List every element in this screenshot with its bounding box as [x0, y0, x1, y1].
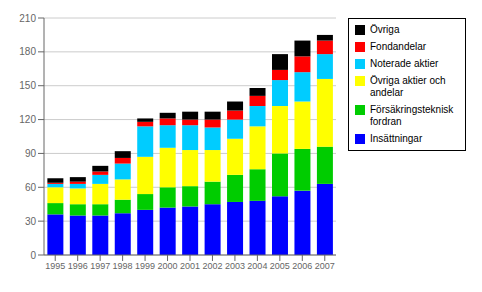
html-text:Övriga: Övriga	[370, 24, 400, 35]
svg-text:30: 30	[25, 216, 37, 227]
svg-text:150: 150	[19, 80, 36, 91]
svg-text:0: 0	[30, 250, 36, 261]
svg-text:1996: 1996	[68, 261, 88, 271]
svg-text:1997: 1997	[90, 261, 110, 271]
html-text:Fondandelar: Fondandelar	[370, 41, 427, 52]
svg-text:2001: 2001	[180, 261, 200, 271]
svg-text:2007: 2007	[315, 261, 335, 271]
svg-text:2000: 2000	[158, 261, 178, 271]
html-text:Övriga aktier och andelar: Övriga aktier och andelar	[370, 75, 446, 98]
svg-text:2002: 2002	[202, 261, 222, 271]
svg-text:1998: 1998	[113, 261, 133, 271]
svg-text:90: 90	[25, 148, 37, 159]
svg-text:210: 210	[19, 13, 36, 24]
svg-text:2003: 2003	[225, 261, 245, 271]
svg-text:2004: 2004	[247, 261, 267, 271]
html-text:Försäkringsteknisk fordran: Försäkringsteknisk fordran	[370, 104, 454, 127]
svg-text:180: 180	[19, 46, 36, 57]
svg-text:1995: 1995	[45, 261, 65, 271]
svg-text:2006: 2006	[292, 261, 312, 271]
svg-text:2005: 2005	[270, 261, 290, 271]
svg-text:120: 120	[19, 114, 36, 125]
html-text:Noterade aktier: Noterade aktier	[370, 58, 439, 69]
svg-text:1999: 1999	[135, 261, 155, 271]
svg-text:60: 60	[25, 182, 37, 193]
html-text:Insättningar: Insättningar	[370, 133, 423, 144]
